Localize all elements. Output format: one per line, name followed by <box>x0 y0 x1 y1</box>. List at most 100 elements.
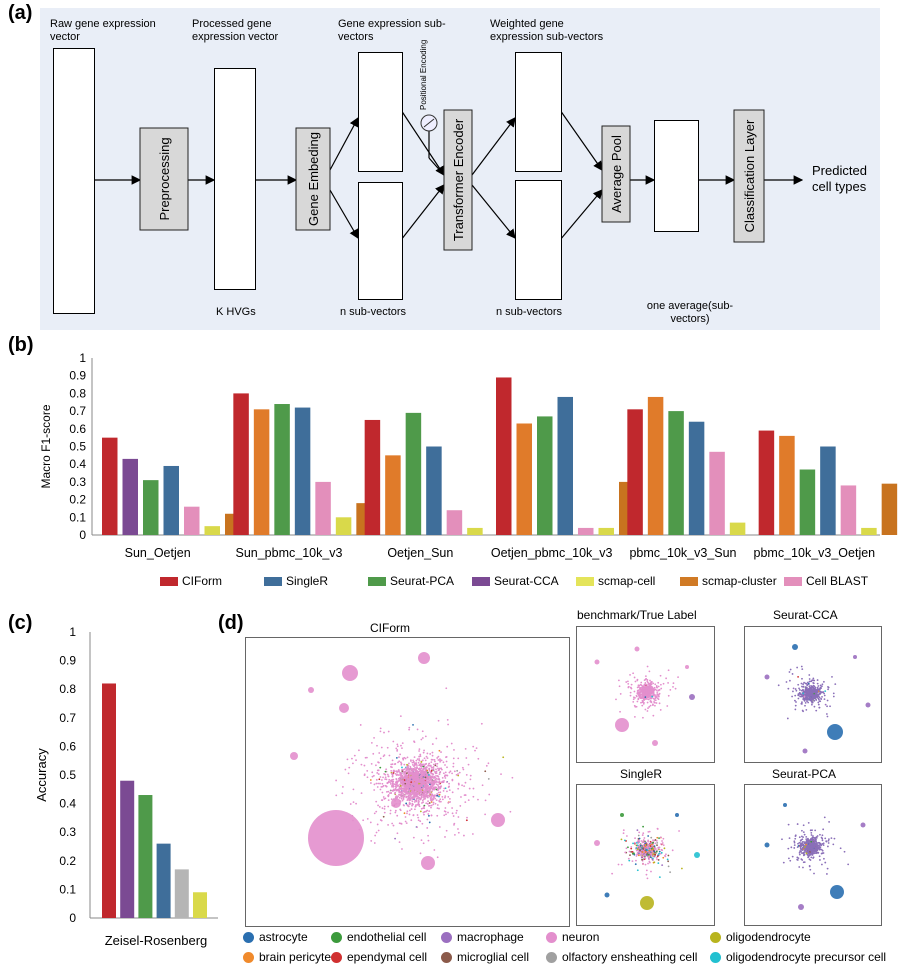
scatter-point <box>426 796 429 799</box>
scatter-point <box>434 776 437 779</box>
scatter-point <box>408 726 411 729</box>
scatter-point <box>432 801 435 804</box>
scatter-point <box>373 783 376 786</box>
scatter-point <box>455 812 458 814</box>
scatter-point <box>818 696 821 699</box>
scatter-point <box>634 837 636 840</box>
scatter-point <box>398 770 401 773</box>
scatter-point <box>398 841 401 844</box>
scatter-point <box>386 773 389 776</box>
scatter-point <box>397 795 399 798</box>
scatter-point <box>816 691 819 694</box>
scatter-point <box>392 785 395 788</box>
scatter-point <box>631 860 634 863</box>
scatter-point <box>404 816 407 818</box>
scatter-point <box>631 851 634 853</box>
scatter-point <box>440 768 443 771</box>
scatter-point <box>791 695 793 698</box>
scatter-point <box>637 698 640 701</box>
scatter-point <box>392 824 395 827</box>
scatter-point <box>423 783 426 786</box>
scatter-point <box>392 770 395 773</box>
scatter-point <box>633 716 636 718</box>
scatter-point <box>399 774 401 776</box>
scatter-point <box>472 795 475 798</box>
scatter-point <box>422 781 425 784</box>
scatter-point <box>380 819 383 822</box>
scatter-point <box>620 838 623 841</box>
scatter-point <box>431 743 434 745</box>
scatter-point <box>370 840 373 842</box>
scatter-point <box>422 751 425 754</box>
scatter-point <box>414 782 417 785</box>
scatter-point <box>445 756 447 759</box>
scatter-point <box>408 796 411 798</box>
scatter-point <box>804 701 807 704</box>
scatter-point <box>422 772 425 775</box>
scatter-point <box>399 753 402 756</box>
scatter-point <box>667 682 669 684</box>
scatter-point <box>402 798 405 801</box>
scatter-point <box>618 685 621 688</box>
scatter-point <box>480 722 483 725</box>
scatter-point <box>417 789 420 792</box>
scatter-point <box>391 759 394 762</box>
scatter-point <box>801 701 803 704</box>
scatter-point <box>429 785 432 788</box>
scatter-point <box>638 831 641 834</box>
raw-vector-box <box>53 48 95 314</box>
scatter-point <box>653 845 656 848</box>
scatter-point <box>832 692 835 695</box>
scatter-point <box>437 791 440 794</box>
scatter-point <box>411 800 414 803</box>
k-hvgs-label: K HVGs <box>216 306 256 318</box>
scatter-point <box>405 784 408 786</box>
scatter-point <box>418 775 421 778</box>
legend-swatch <box>784 576 802 586</box>
scatter-point <box>649 840 652 843</box>
scatter-point <box>646 693 649 695</box>
scatter-point <box>394 791 397 794</box>
scatter-point <box>391 789 394 792</box>
scatter-point <box>370 763 373 765</box>
scatter-point <box>424 767 426 770</box>
scatter-point <box>425 791 428 794</box>
scatter-point <box>382 755 385 758</box>
scatter-point <box>633 853 636 856</box>
scatter-point <box>419 755 422 758</box>
scatter-point <box>365 756 368 759</box>
scatter-point <box>417 777 420 779</box>
scatter-point <box>802 710 805 713</box>
scatter-point <box>443 779 445 782</box>
scatter-point <box>370 741 373 744</box>
scatter-point <box>444 774 446 777</box>
y-tick-label: 1 <box>69 625 76 639</box>
scatter-point <box>794 699 796 702</box>
scatter-point <box>642 825 644 828</box>
process-blocks: Preprocessing Gene Embeding Transformer … <box>139 40 765 251</box>
scatter-point <box>398 787 401 790</box>
cluster-blob <box>290 752 298 760</box>
cluster-blob <box>652 740 658 746</box>
scatter-point <box>407 797 410 800</box>
scatter-point <box>815 699 818 701</box>
scatter-point <box>383 805 386 808</box>
scatter-point <box>468 787 471 790</box>
scatter-point <box>481 784 484 787</box>
scatter-point <box>416 826 418 829</box>
scatter-point <box>653 701 655 703</box>
bar <box>446 510 463 535</box>
scatter-point <box>438 773 441 776</box>
tsne-benchmark-title: benchmark/True Label <box>577 608 697 622</box>
scatter-point <box>402 782 405 785</box>
scatter-point <box>664 854 666 857</box>
scatter-point <box>403 763 406 766</box>
scatter-point <box>435 768 437 771</box>
scatter-point <box>653 699 656 701</box>
scatter-point <box>405 768 408 771</box>
scatter-point <box>801 677 803 680</box>
scatter-point <box>641 841 644 844</box>
scatter-point <box>378 778 381 781</box>
scatter-point <box>358 749 360 752</box>
scatter-point <box>382 776 384 779</box>
